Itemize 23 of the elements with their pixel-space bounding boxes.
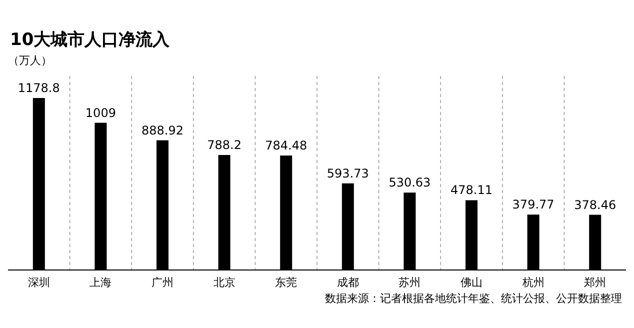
data-label: 593.73	[326, 166, 369, 180]
x-tick-label: 东莞	[275, 276, 298, 289]
chart-title: 10大城市人口净流入	[10, 30, 171, 50]
x-tick-label: 广州	[152, 276, 174, 289]
data-label: 530.63	[388, 176, 431, 190]
data-label: 784.48	[265, 138, 308, 153]
x-tick-label: 苏州	[398, 276, 421, 289]
data-label: 478.11	[450, 183, 492, 198]
x-tick-label: 郑州	[584, 276, 606, 289]
data-label: 788.2	[207, 138, 242, 152]
data-label: 1009	[85, 106, 116, 120]
data-label: 1178.8	[18, 81, 60, 95]
data-label: 378.46	[574, 198, 616, 212]
x-tick-label: 深圳	[28, 276, 50, 289]
data-label: 379.77	[512, 198, 554, 212]
x-tick-label: 佛山	[460, 276, 482, 289]
source-note: 数据来源：记者根据各地统计年鉴、统计公报、公开数据整理	[325, 292, 622, 305]
data-label: 888.92	[142, 123, 184, 138]
x-tick-label: 杭州	[521, 276, 544, 289]
y-axis-title: （万人）	[8, 54, 52, 67]
x-tick-label: 成都	[336, 276, 359, 289]
x-tick-label: 北京	[213, 276, 236, 289]
x-tick-label: 上海	[90, 276, 112, 289]
